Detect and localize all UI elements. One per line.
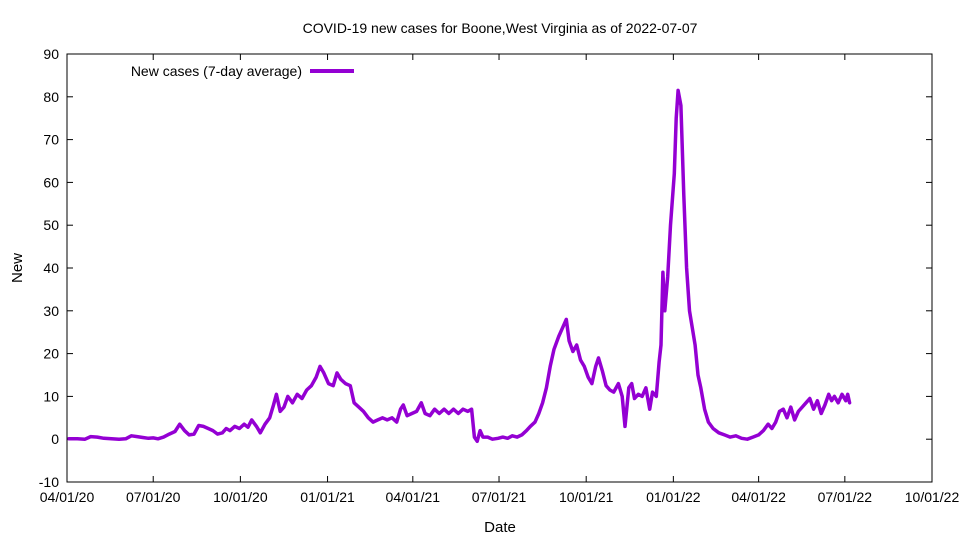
x-tick-label: 10/01/20 [213, 489, 268, 505]
y-tick-label: -10 [39, 474, 59, 490]
y-axis-title: New [9, 253, 26, 283]
y-tick-label: 80 [43, 89, 59, 105]
y-tick-label: 10 [43, 388, 59, 404]
series-layer [67, 88, 852, 444]
y-tick-label: 40 [43, 260, 59, 276]
y-tick-label: 0 [51, 431, 59, 447]
x-tick-label: 04/01/21 [386, 489, 441, 505]
x-tick-label: 07/01/22 [818, 489, 873, 505]
y-tick-label: 60 [43, 174, 59, 190]
legend: New cases (7-day average) [131, 63, 354, 79]
plot-frame [66, 53, 933, 483]
y-tick-label: 20 [43, 346, 59, 362]
chart-title: COVID-19 new cases for Boone,West Virgin… [303, 20, 698, 36]
x-tick-label: 04/01/22 [731, 489, 786, 505]
legend-label: New cases (7-day average) [131, 63, 302, 79]
x-tick-label: 04/01/20 [40, 489, 95, 505]
y-tick-label: 30 [43, 303, 59, 319]
y-tick-labels: -10 0 10 20 30 40 50 60 70 80 90 [39, 46, 59, 490]
x-tick-label: 07/01/20 [126, 489, 181, 505]
x-tick-labels: 04/01/20 07/01/20 10/01/20 01/01/21 04/01/21… [40, 489, 960, 505]
y-tick-label: 70 [43, 132, 59, 148]
x-tick-label: 07/01/21 [472, 489, 527, 505]
y-tick-label: 50 [43, 217, 59, 233]
x-tick-label: 10/01/21 [559, 489, 614, 505]
x-tick-label: 10/01/22 [905, 489, 960, 505]
x-tick-label: 01/01/22 [646, 489, 701, 505]
series-line [67, 88, 852, 444]
x-tick-label: 01/01/21 [300, 489, 355, 505]
x-axis-title: Date [484, 519, 516, 536]
y-tick-label: 90 [43, 46, 59, 62]
